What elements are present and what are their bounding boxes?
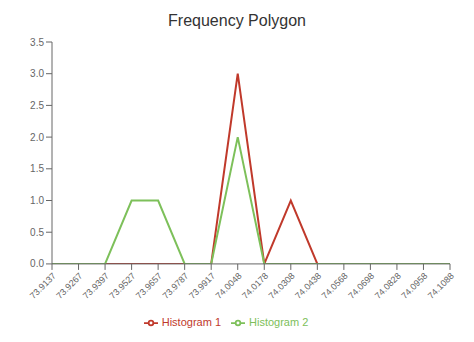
svg-text:0.5: 0.5 [30, 227, 44, 238]
svg-text:73.9657: 73.9657 [134, 271, 164, 301]
svg-text:1.0: 1.0 [30, 195, 44, 206]
svg-text:74.0178: 74.0178 [240, 271, 270, 301]
html-text:Frequency Polygon: Frequency Polygon [168, 12, 306, 29]
svg-text:74.0568: 74.0568 [320, 271, 350, 301]
svg-text:2.5: 2.5 [30, 100, 44, 111]
svg-text:1.5: 1.5 [30, 163, 44, 174]
svg-text:0.0: 0.0 [30, 258, 44, 269]
svg-text:73.9527: 73.9527 [107, 271, 137, 301]
svg-text:3.5: 3.5 [30, 37, 44, 48]
svg-text:3.0: 3.0 [30, 68, 44, 79]
svg-text:73.9787: 73.9787 [161, 271, 191, 301]
svg-text:74.0698: 74.0698 [346, 271, 376, 301]
svg-text:74.0438: 74.0438 [293, 271, 323, 301]
html-text:Histogram 2: Histogram 2 [249, 315, 309, 328]
svg-text:74.0958: 74.0958 [399, 271, 429, 301]
svg-text:74.1088: 74.1088 [426, 271, 456, 301]
html-text:Histogram 1: Histogram 1 [161, 315, 221, 328]
svg-text:73.9397: 73.9397 [81, 271, 111, 301]
svg-text:73.9267: 73.9267 [54, 271, 84, 301]
svg-text:74.0828: 74.0828 [373, 271, 403, 301]
svg-text:2.0: 2.0 [30, 132, 44, 143]
svg-text:74.0048: 74.0048 [214, 271, 244, 301]
svg-text:74.0308: 74.0308 [267, 271, 297, 301]
svg-text:73.9917: 73.9917 [187, 271, 217, 301]
svg-text:73.9137: 73.9137 [28, 271, 58, 301]
